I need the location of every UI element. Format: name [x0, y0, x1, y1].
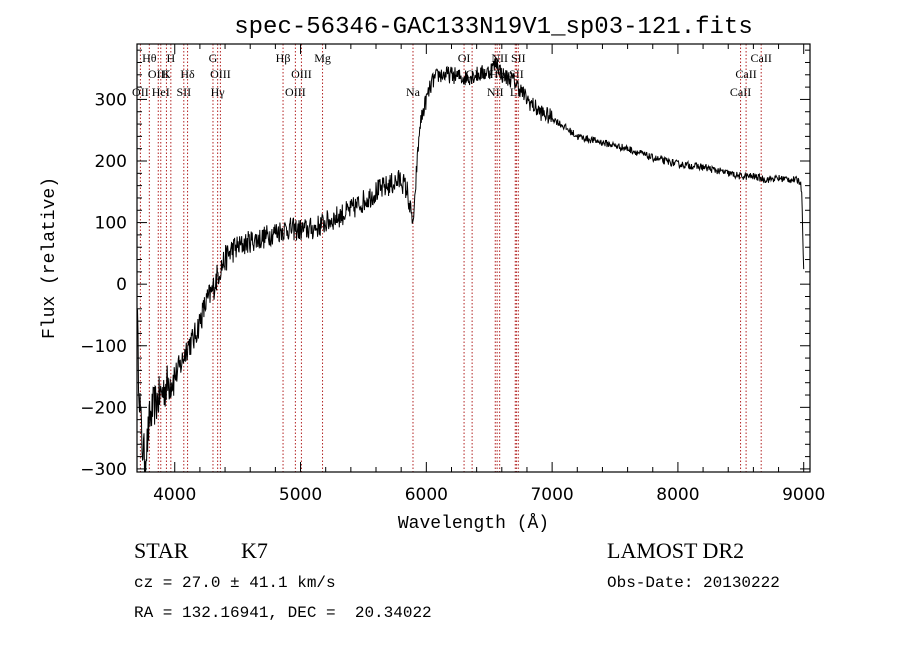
chart-title: spec-56346-GAC133N19V1_sp03-121.fits — [234, 14, 752, 41]
spectral-line-label: OIII — [210, 67, 231, 81]
spectral-line-label: NII — [487, 85, 504, 99]
spectral-line-label: K — [162, 67, 171, 81]
x-axis-label: Wavelength (Å) — [398, 513, 549, 534]
spectral-line-label: SII — [176, 85, 191, 99]
y-tick-label: −200 — [80, 398, 127, 418]
spectral-line-label: SII — [511, 51, 526, 65]
y-tick-label: −300 — [80, 460, 127, 480]
x-tick-label: 7000 — [530, 485, 573, 505]
spectral-line-label: Hβ — [276, 51, 291, 65]
spectral-line-label: OIII — [291, 67, 312, 81]
survey-label: LAMOST DR2 — [607, 538, 745, 563]
spectral-line-label: Li — [510, 85, 521, 99]
spectrum-line — [136, 58, 805, 472]
x-tick-label: 4000 — [153, 485, 196, 505]
spectral-line-label: CaII — [730, 85, 751, 99]
obs-date-text: Obs-Date: 20130222 — [607, 574, 780, 592]
coords-text: RA = 132.16941, DEC = 20.34022 — [134, 604, 432, 622]
spectral-line-label: OIII — [148, 67, 169, 81]
spectral-line-label: Hδ — [180, 67, 195, 81]
spectral-line-label: HeI — [152, 85, 170, 99]
spectral-line-label: Mg — [314, 51, 331, 65]
spectral-line-label: H — [167, 51, 176, 65]
y-tick-label: 200 — [95, 152, 127, 172]
spectral-line-label: OII — [132, 85, 149, 99]
spectral-line-label: OIII — [285, 85, 306, 99]
y-tick-label: 100 — [95, 214, 127, 234]
x-tick-label: 8000 — [656, 485, 699, 505]
y-tick-label: 0 — [116, 275, 127, 295]
object-subclass-label: K7 — [241, 538, 268, 563]
y-axis-label: Flux (relative) — [40, 177, 60, 339]
redshift-text: cz = 27.0 ± 41.1 km/s — [134, 574, 336, 592]
x-tick-label: 5000 — [279, 485, 322, 505]
y-tick-label: −100 — [80, 337, 127, 357]
x-tick-label: 6000 — [405, 485, 448, 505]
plot-frame — [136, 43, 811, 473]
spectral-line-label: Hθ — [142, 51, 157, 65]
spectral-line-label: Hγ — [211, 85, 226, 99]
y-tick-label: 300 — [95, 90, 127, 110]
spectral-line-label: G — [209, 51, 218, 65]
spectral-line-label: CaII — [751, 51, 772, 65]
x-tick-label: 9000 — [782, 485, 825, 505]
spectral-line-label: Na — [406, 85, 421, 99]
spectral-line-label: OI — [458, 51, 471, 65]
spectral-line-label: CaII — [735, 67, 756, 81]
object-class-label: STAR — [134, 538, 189, 563]
